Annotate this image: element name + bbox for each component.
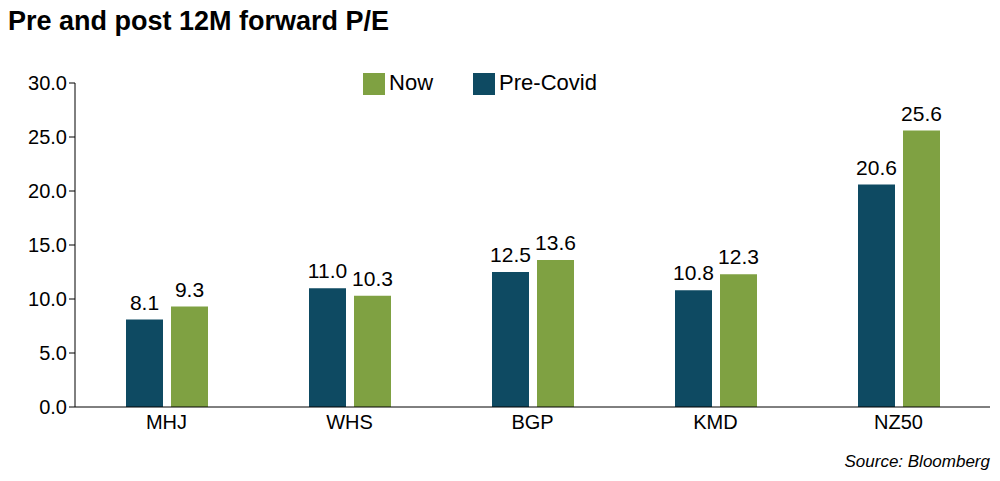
svg-text:0.0: 0.0	[39, 396, 67, 418]
svg-text:30.0: 30.0	[28, 72, 67, 94]
html-text:Source: Bloomberg: Source: Bloomberg	[844, 452, 990, 471]
html-text:Now: Now	[389, 70, 434, 95]
svg-text:13.6: 13.6	[535, 231, 576, 254]
svg-text:11.0: 11.0	[308, 259, 347, 282]
svg-text:NZ50: NZ50	[874, 411, 923, 433]
svg-text:25.6: 25.6	[901, 102, 942, 125]
svg-text:BGP: BGP	[511, 411, 553, 433]
svg-text:9.3: 9.3	[175, 278, 204, 301]
svg-text:10.0: 10.0	[28, 288, 67, 310]
svg-text:20.0: 20.0	[28, 180, 67, 202]
svg-text:12.3: 12.3	[718, 245, 759, 268]
html-text:Pre and post 12M forward P/E: Pre and post 12M forward P/E	[8, 6, 390, 36]
svg-text:5.0: 5.0	[39, 342, 67, 364]
svg-text:WHS: WHS	[326, 411, 373, 433]
svg-text:10.3: 10.3	[352, 267, 393, 290]
svg-text:10.8: 10.8	[673, 261, 714, 284]
svg-text:25.0: 25.0	[28, 126, 67, 148]
svg-text:8.1: 8.1	[130, 291, 159, 314]
svg-text:MHJ: MHJ	[146, 411, 187, 433]
svg-text:KMD: KMD	[693, 411, 737, 433]
svg-text:15.0: 15.0	[28, 234, 67, 256]
html-text:Pre-Covid: Pre-Covid	[499, 70, 597, 95]
svg-text:12.5: 12.5	[490, 243, 531, 266]
svg-text:20.6: 20.6	[856, 156, 897, 179]
